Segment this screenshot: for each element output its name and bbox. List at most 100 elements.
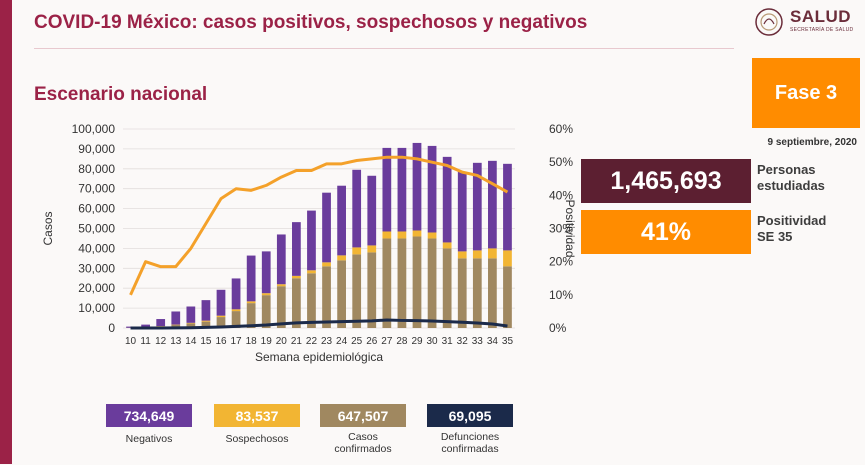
bar-sospechosos (232, 309, 241, 311)
fase-badge: Fase 3 (752, 58, 860, 128)
bar-negativos (217, 290, 226, 316)
x-tick-label: 14 (185, 336, 197, 347)
bar-negativos (488, 161, 497, 249)
bar-sospechosos (277, 284, 286, 286)
y2-tick-label: 60% (549, 122, 573, 136)
x-tick-label: 32 (457, 336, 469, 347)
bar-sospechosos (473, 250, 482, 258)
x-tick-label: 17 (231, 336, 243, 347)
bar-sospechosos (503, 250, 512, 266)
bar-sospechosos (202, 321, 211, 322)
bar-confirmados (352, 254, 361, 328)
x-tick-label: 28 (396, 336, 408, 347)
stat-label-line: estudiadas (757, 178, 825, 194)
bar-negativos (367, 176, 376, 246)
bar-confirmados (458, 258, 467, 328)
bar-confirmados (337, 260, 346, 328)
x-tick-label: 21 (291, 336, 303, 347)
bar-confirmados (473, 258, 482, 328)
bar-sospechosos (398, 231, 407, 238)
bar-confirmados (292, 278, 301, 328)
bar-negativos (413, 143, 422, 231)
x-tick-label: 25 (351, 336, 363, 347)
bar-negativos (202, 300, 211, 320)
report-date: 9 septiembre, 2020 (768, 137, 858, 148)
bar-sospechosos (413, 230, 422, 236)
bar-negativos (247, 256, 256, 302)
x-tick-label: 30 (427, 336, 439, 347)
stat-label-line: Personas (757, 162, 825, 178)
y-tick-label: 60,000 (78, 202, 115, 216)
bar-confirmados (277, 286, 286, 328)
bar-negativos (337, 186, 346, 256)
logo-text: SALUD (790, 7, 851, 27)
bar-confirmados (307, 273, 316, 328)
bar-negativos (156, 319, 165, 326)
legend-value-2: 647,507 (320, 404, 406, 427)
bar-negativos (322, 193, 331, 263)
y-tick-label: 20,000 (78, 281, 115, 295)
x-tick-label: 24 (336, 336, 348, 347)
x-tick-label: 27 (381, 336, 393, 347)
positividad-label: Positividad SE 35 (757, 213, 826, 245)
bar-negativos (307, 211, 316, 271)
x-tick-label: 26 (366, 336, 378, 347)
x-tick-label: 35 (502, 336, 514, 347)
chart-grid (123, 129, 515, 328)
bar-confirmados (398, 238, 407, 328)
y-tick-label: 0 (108, 321, 115, 335)
y-tick-label: 30,000 (78, 261, 115, 275)
bar-sospechosos (458, 251, 467, 258)
bar-confirmados (443, 248, 452, 328)
side-stripe (0, 0, 12, 464)
bar-sospechosos (367, 245, 376, 252)
chart-bars (126, 143, 512, 328)
x-tick-label: 22 (306, 336, 318, 347)
bar-negativos (352, 170, 361, 248)
legend-value-1: 83,537 (214, 404, 300, 427)
x-tick-label: 29 (411, 336, 423, 347)
bar-sospechosos (262, 293, 271, 295)
x-tick-label: 13 (170, 336, 182, 347)
bar-sospechosos (337, 255, 346, 260)
x-tick-label: 12 (155, 336, 167, 347)
x-tick-label: 15 (200, 336, 212, 347)
y-tick-label: 90,000 (78, 142, 115, 156)
x-tick-label: 10 (125, 336, 137, 347)
bar-confirmados (367, 252, 376, 328)
bar-negativos (382, 148, 391, 232)
bar-confirmados (488, 258, 497, 328)
bar-confirmados (322, 266, 331, 328)
x-tick-label: 34 (487, 336, 499, 347)
bar-negativos (398, 148, 407, 232)
legend-label-1: Sospechosos (214, 433, 300, 445)
bar-negativos (186, 307, 195, 323)
x-tick-label: 11 (140, 336, 151, 347)
page-subtitle: Escenario nacional (34, 84, 207, 106)
bar-sospechosos (352, 247, 361, 254)
bar-negativos (262, 251, 271, 293)
x-tick-label: 20 (276, 336, 288, 347)
x-tick-label: 19 (261, 336, 273, 347)
title-divider (34, 48, 734, 49)
y2-tick-label: 10% (549, 288, 573, 302)
bar-sospechosos (186, 323, 195, 324)
bar-negativos (277, 234, 286, 284)
y-tick-label: 50,000 (78, 222, 115, 236)
x-axis-label: Semana epidemiológica (255, 350, 383, 364)
seal-icon (756, 9, 782, 35)
bar-negativos (443, 157, 452, 243)
bar-sospechosos (292, 276, 301, 278)
stat-label-line: Positividad (757, 213, 826, 229)
logo-subtext: SECRETARÍA DE SALUD (790, 27, 853, 33)
x-tick-label: 23 (321, 336, 333, 347)
bar-sospechosos (443, 242, 452, 248)
x-tick-label: 16 (215, 336, 227, 347)
bar-negativos (232, 278, 241, 309)
bar-negativos (503, 164, 512, 251)
bar-sospechosos (307, 270, 316, 273)
legend-value-0: 734,649 (106, 404, 192, 427)
page-title: COVID-19 México: casos positivos, sospec… (34, 12, 587, 34)
